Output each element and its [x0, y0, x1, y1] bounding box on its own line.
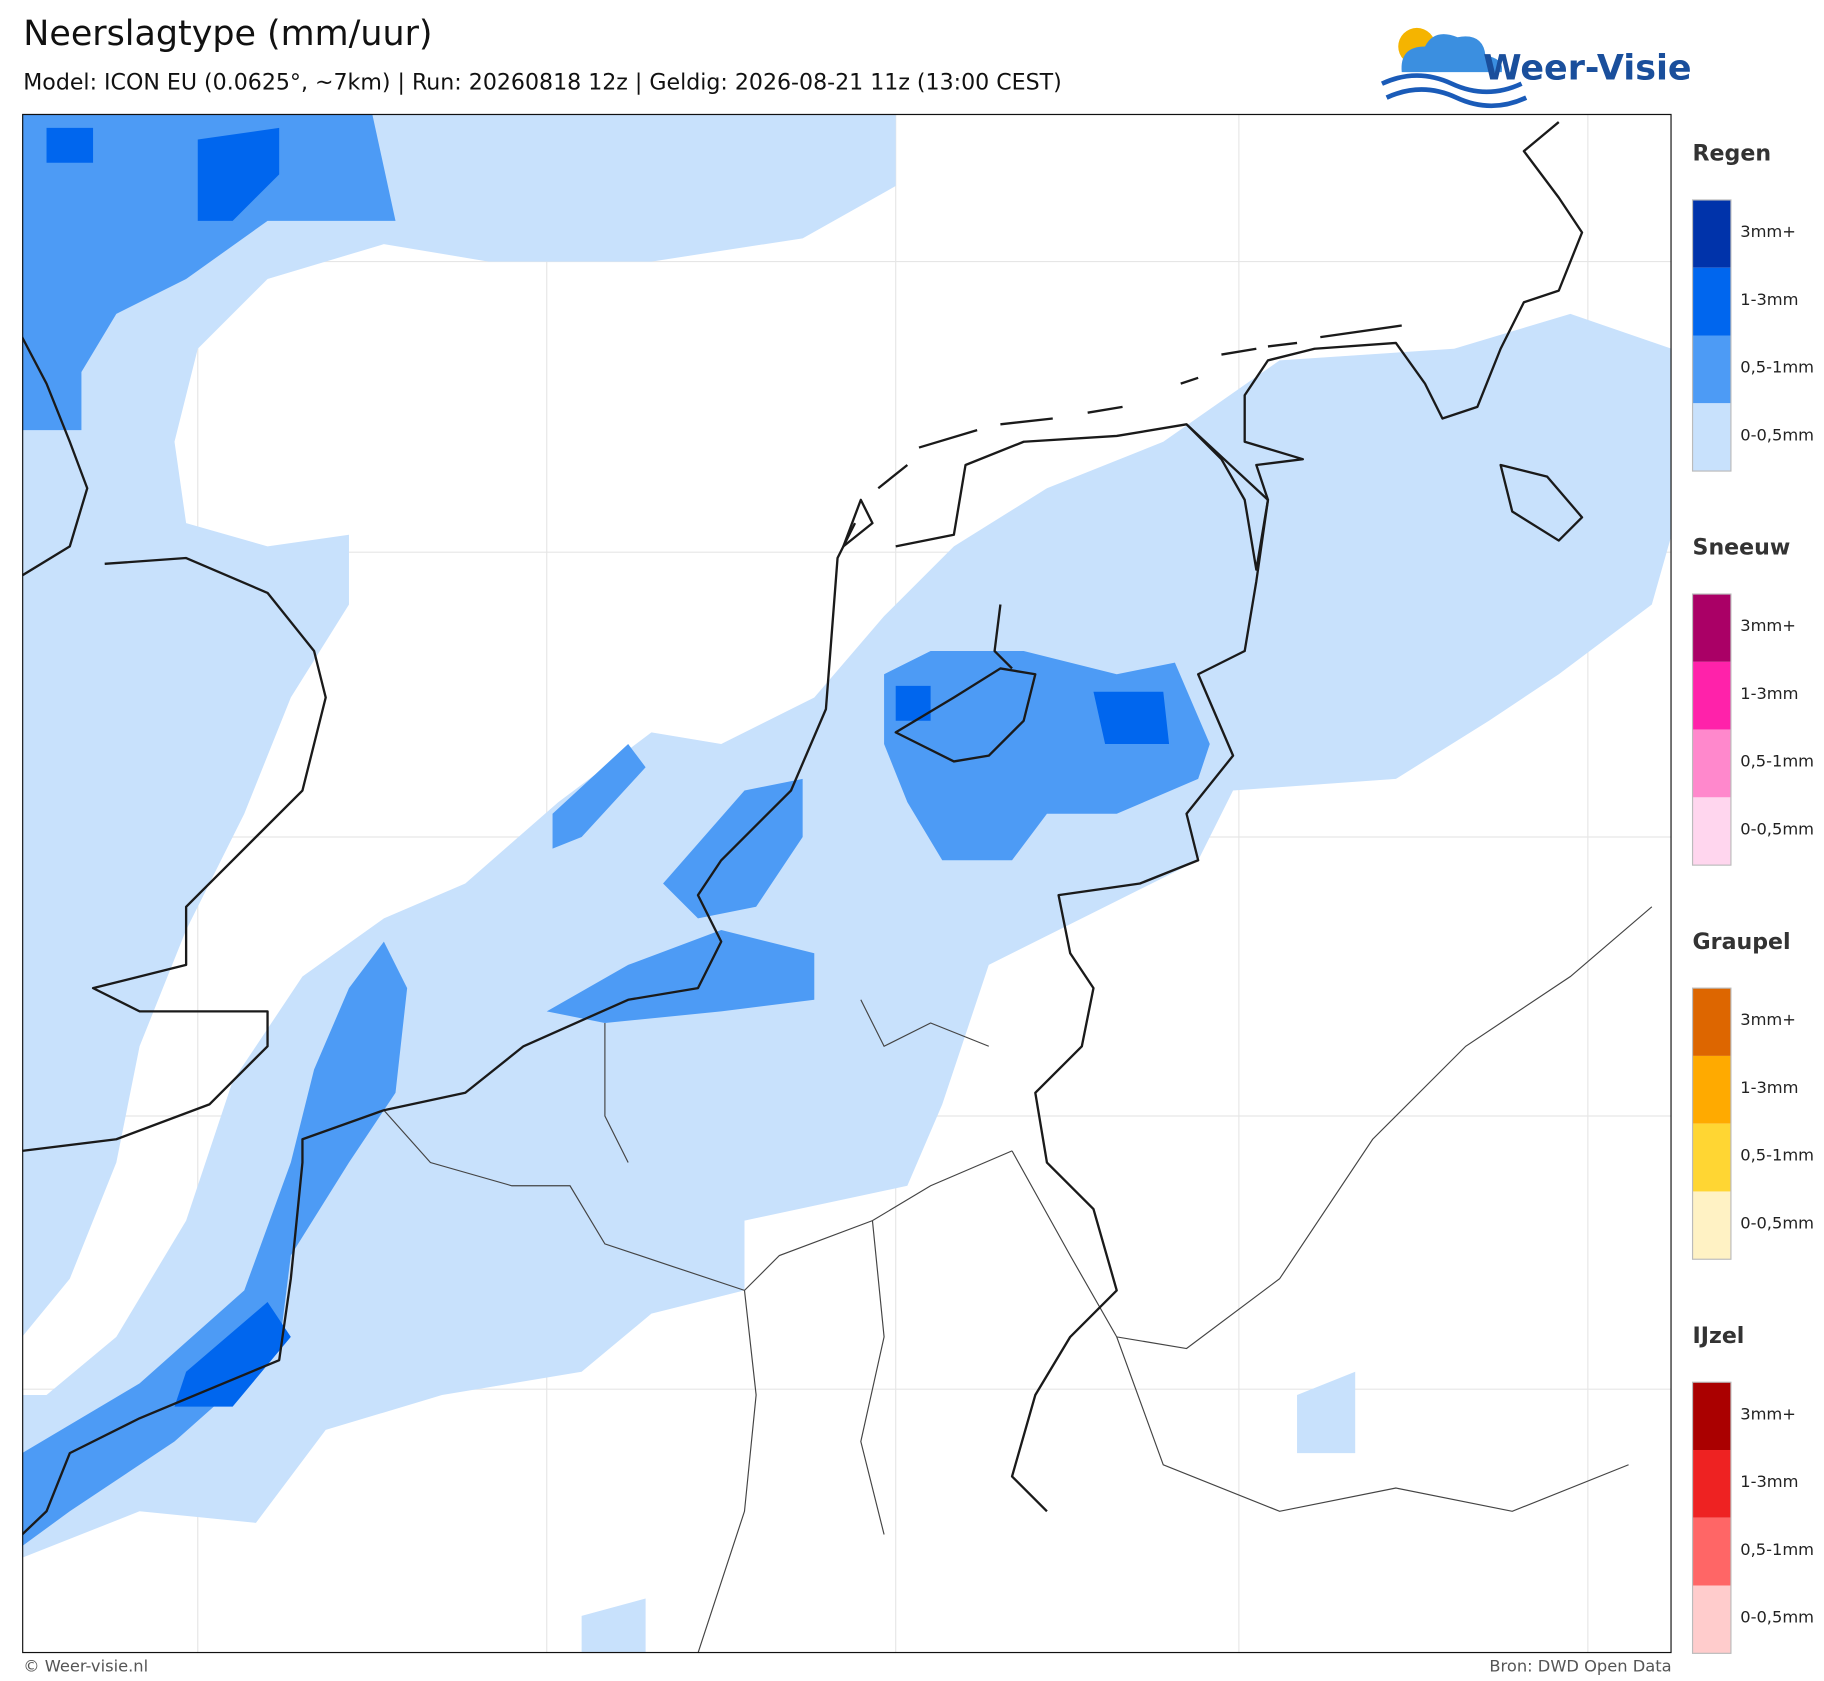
precip-area	[22, 113, 396, 431]
legend-swatch	[1692, 1450, 1731, 1518]
legend-swatch	[1692, 199, 1731, 268]
borders	[383, 906, 1653, 1654]
legend-frame	[1691, 593, 1732, 866]
legend-label: 0,5-1mm	[1740, 1146, 1814, 1165]
legend-swatch	[1692, 661, 1731, 730]
precip-area	[22, 313, 1672, 1558]
legend-swatch	[1692, 594, 1731, 662]
legend-label: 0,5-1mm	[1740, 752, 1814, 771]
legend-title: Regen	[1693, 141, 1772, 167]
legend-label: 0-0,5mm	[1740, 1608, 1814, 1627]
legend-label: 1-3mm	[1740, 290, 1798, 309]
coastlines	[22, 121, 1584, 1536]
legend-label: 3mm+	[1740, 222, 1796, 241]
legend-frame	[1691, 987, 1732, 1260]
legend-frame	[1691, 199, 1732, 472]
legend-label: 0-0,5mm	[1740, 819, 1814, 838]
title: Neerslagtype (mm/uur)	[23, 14, 432, 54]
legend-label: 1-3mm	[1740, 684, 1798, 703]
legend-swatch	[1692, 729, 1731, 798]
legend-label: 1-3mm	[1740, 1472, 1798, 1491]
precip-area	[22, 941, 408, 1547]
legend-label: 0,5-1mm	[1740, 358, 1814, 377]
legend-label: 3mm+	[1740, 1404, 1796, 1423]
legend-label: 0-0,5mm	[1740, 425, 1814, 444]
legend-title: Graupel	[1693, 929, 1791, 955]
legend-frame	[1691, 1381, 1732, 1654]
legend-swatch	[1692, 335, 1731, 404]
subtitle: Model: ICON EU (0.0625°, ~7km) | Run: 20…	[23, 70, 1061, 96]
precipitation	[22, 113, 1672, 1654]
legend-label: 1-3mm	[1740, 1078, 1798, 1097]
legend-swatch	[1692, 1585, 1731, 1654]
legend-swatch	[1692, 403, 1731, 472]
legend: Regen 3mm+ 1-3mm 0,5-1mm 0-0,5mm Sneeuw 3mm+ 1-…	[1691, 141, 1814, 1654]
legend-title: IJzel	[1693, 1323, 1745, 1349]
legend-label: 3mm+	[1740, 616, 1796, 635]
copyright: © Weer-visie.nl	[23, 1657, 148, 1676]
legend-swatch	[1692, 1055, 1731, 1124]
legend-swatch	[1692, 1123, 1731, 1192]
logo: Weer-Visie	[1380, 27, 1692, 109]
map	[22, 113, 1672, 1654]
legend-title: Sneeuw	[1693, 535, 1791, 561]
legend-swatch	[1692, 267, 1731, 336]
legend-swatch	[1692, 1191, 1731, 1260]
source: Bron: DWD Open Data	[1489, 1657, 1671, 1676]
legend-label: 3mm+	[1740, 1010, 1796, 1029]
legend-swatch	[1692, 988, 1731, 1056]
legend-swatch	[1692, 797, 1731, 866]
legend-swatch	[1692, 1382, 1731, 1451]
legend-label: 0,5-1mm	[1740, 1540, 1814, 1559]
legend-label: 0-0,5mm	[1740, 1214, 1814, 1233]
legend-swatch	[1692, 1517, 1731, 1586]
precip-area	[546, 744, 815, 1024]
logo-text: Weer-Visie	[1483, 49, 1691, 89]
